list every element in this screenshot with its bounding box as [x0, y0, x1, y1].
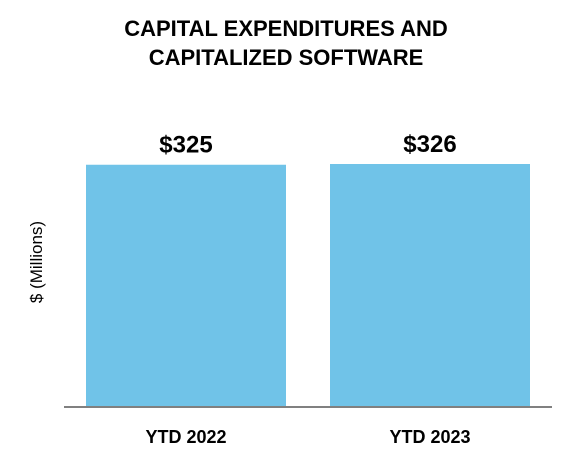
data-label: $326: [403, 131, 456, 158]
data-label: $325: [159, 132, 212, 159]
bar-ytd-2023: [330, 164, 530, 407]
bars-layer: [86, 164, 530, 407]
chart-title: CAPITAL EXPENDITURES AND CAPITALIZED SOF…: [0, 14, 572, 72]
bar-ytd-2022: [86, 164, 286, 407]
chart-title-line-1: CAPITAL EXPENDITURES AND: [124, 16, 448, 41]
chart-title-line-2: CAPITALIZED SOFTWARE: [148, 45, 424, 70]
x-tick-label: YTD 2023: [389, 427, 470, 447]
y-axis-label: $ (Millions): [27, 221, 46, 303]
x-tick-label: YTD 2022: [145, 427, 226, 447]
labels-layer: $325 YTD 2022 $326 YTD 2023: [145, 131, 470, 447]
